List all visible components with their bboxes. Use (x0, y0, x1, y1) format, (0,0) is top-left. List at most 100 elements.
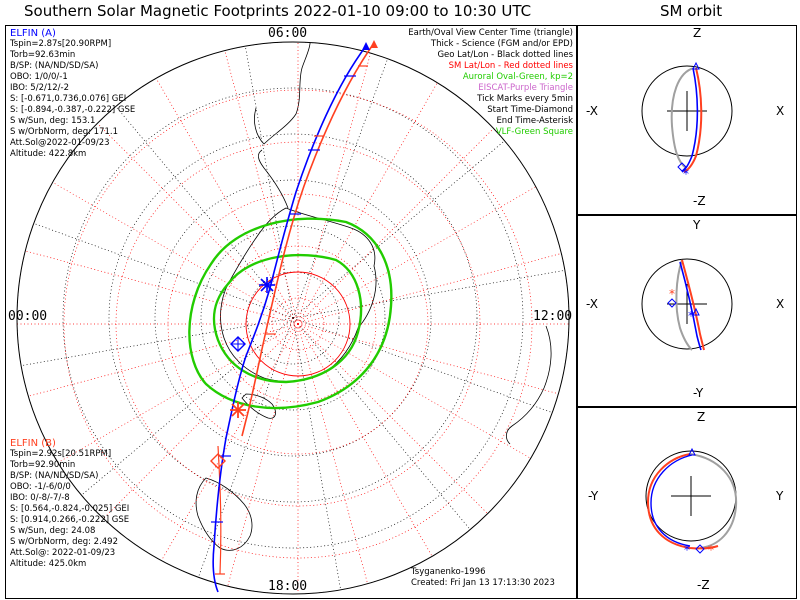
legend-entry: VLF-Green Square (495, 127, 573, 137)
elfin-b-orbit (646, 453, 719, 550)
view-center-triangle-b (370, 40, 378, 48)
orbit-panel-xz: * Z -Z -X X (577, 25, 797, 215)
elfin-a-tick-marks (211, 75, 356, 523)
mlt-label-00: 00:00 (8, 309, 48, 324)
legend-entry: Start Time-Diamond (487, 105, 573, 115)
sm-meridian (85, 323, 299, 537)
orbit-axis-down: -Z (693, 194, 706, 208)
sm-meridian (297, 42, 376, 325)
geo-grid (17, 42, 569, 594)
elfin-b-name: ELFIN (B) (10, 438, 56, 449)
elfin-a-line: Tspin=2.87s[20.90RPM] (10, 39, 112, 49)
legend-entry: Geo Lat/Lon - Black dotted lines (437, 50, 573, 60)
elfin-a-name: ELFIN (A) (10, 28, 56, 39)
created-timestamp: Created: Fri Jan 13 17:13:30 2023 (411, 578, 555, 588)
asterisk-marker-b: * (708, 543, 714, 557)
sm-latitude-circle (63, 89, 533, 559)
legend-entry: EISCAT-Purple Triangle (478, 83, 573, 93)
triangle-marker (692, 307, 700, 316)
orbit-other-trace (675, 259, 693, 351)
geo-meridian (292, 131, 516, 319)
sm-meridian (297, 323, 511, 537)
sm-meridian (38, 323, 299, 475)
elfin-a-line: S: [-0.894,-0.387,-0.222] GSE (10, 105, 136, 115)
auroral-oval (188, 217, 393, 410)
sm-latitude-circle (271, 297, 325, 351)
map-perimeter (16, 41, 570, 595)
elfin-b-track-south (217, 445, 222, 575)
asterisk-marker-a: * (684, 543, 690, 557)
geo-meridian (292, 317, 480, 541)
elfin-b-orbit (683, 67, 703, 173)
sm-meridian (147, 323, 299, 584)
orbit-plot-xz: * (641, 61, 733, 181)
elfin-b-orbit (681, 259, 705, 351)
legend: Earth/Oval View Center Time (triangle) T… (408, 28, 573, 138)
geo-meridian (17, 317, 294, 369)
legend-entry: End Time-Asterisk (496, 116, 573, 126)
orbit-axis-down: -Y (693, 386, 704, 400)
triangle-marker (692, 61, 700, 70)
elfin-a-line: S w/OrbNorm, deg: 171.1 (10, 127, 119, 137)
geo-meridian (292, 317, 344, 594)
elfin-a-orbit (681, 67, 699, 173)
elfin-a-line: S: [-0.671,0.736,0.076] GEI (10, 94, 127, 104)
elfin-b-line: S: [0.914,0.266,-0.222] GSE (10, 515, 130, 525)
antarctic-peninsula (258, 149, 289, 209)
orbit-axis-up: Y (693, 218, 701, 232)
geo-latitude-circle (200, 225, 386, 411)
auroral-oval-inner (212, 253, 363, 384)
elfin-b-line: IBO: 0/-8/-7/-8 (10, 493, 70, 503)
orbit-axis-right: X (776, 297, 785, 311)
orbit-plot-xy: * * (641, 258, 733, 351)
sm-meridian (297, 323, 376, 594)
legend-entry: Tick Marks every 5min (477, 94, 573, 104)
elfin-b-line: S: [0.564,-0.824,-0.025] GEI (10, 504, 130, 514)
sm-meridian (17, 246, 299, 325)
sm-meridian (17, 323, 299, 402)
view-center-triangle-a (362, 42, 370, 50)
sm-meridian (297, 323, 569, 402)
elfin-b-line: S w/Sun, deg: 24.08 (10, 526, 96, 536)
sm-meridian (38, 173, 299, 325)
orbit-axis-up: Z (693, 26, 702, 40)
geo-meridian (292, 45, 393, 319)
elfin-a-line: Altitude: 422.8km (10, 149, 87, 159)
auroral-oval-outer (188, 217, 393, 410)
elfin-a-info: ELFIN (A) Tspin=2.87s[20.90RPM] Torb=92.… (10, 28, 135, 160)
elfin-a-line: S w/Sun, deg: 153.1 (10, 116, 96, 126)
africa-coastline (506, 325, 552, 445)
orbit-other-trace (689, 453, 738, 549)
legend-entry: Auroral Oval-Green, kp=2 (462, 72, 573, 82)
sm-meridian (297, 323, 449, 584)
mlt-label-12: 12:00 (533, 309, 573, 324)
geo-meridian (292, 267, 569, 319)
elfin-a-line: B/SP: (NA/ND/SD/SA) (10, 61, 99, 71)
orbit-plot-yz: * * (645, 447, 738, 557)
orbit-panel-yz: * * Z -Z -Y Y (577, 407, 797, 599)
model-credit: Tsyganenko-1996 (411, 567, 486, 577)
start-diamond (667, 298, 677, 308)
elfin-a-line: IBO: 5/2/12/-2 (10, 83, 69, 93)
elfin-a-track (212, 45, 367, 593)
geo-latitude-circle (108, 133, 478, 503)
orbit-axis-left: -X (586, 297, 598, 311)
triangle-marker (688, 447, 696, 456)
elfin-b-line: Tspin=2.92s[20.51RPM] (10, 449, 112, 459)
elfin-b-line: S w/OrbNorm, deg: 2.492 (10, 537, 119, 547)
elfin-a-orbit (679, 261, 702, 351)
orbit-title: SM orbit (660, 2, 723, 20)
sm-grid (17, 42, 569, 594)
australia-coastline (195, 477, 253, 551)
page-title: Southern Solar Magnetic Footprints 2022-… (24, 2, 532, 20)
geo-meridian (242, 42, 294, 319)
sm-meridian (297, 173, 558, 325)
earth-circle (641, 258, 733, 350)
elfin-b-end-asterisk (230, 402, 246, 418)
geo-meridian (193, 317, 294, 591)
sm-meridian (220, 42, 299, 325)
footprint-map: 06:00 00:00 12:00 18:00 ELFIN (A) Tspin=… (5, 25, 577, 599)
elfin-a-orbit (650, 454, 693, 547)
legend-entry: Thick - Science (FGM and/or EPD) (430, 39, 573, 49)
sm-meridian (297, 64, 449, 325)
